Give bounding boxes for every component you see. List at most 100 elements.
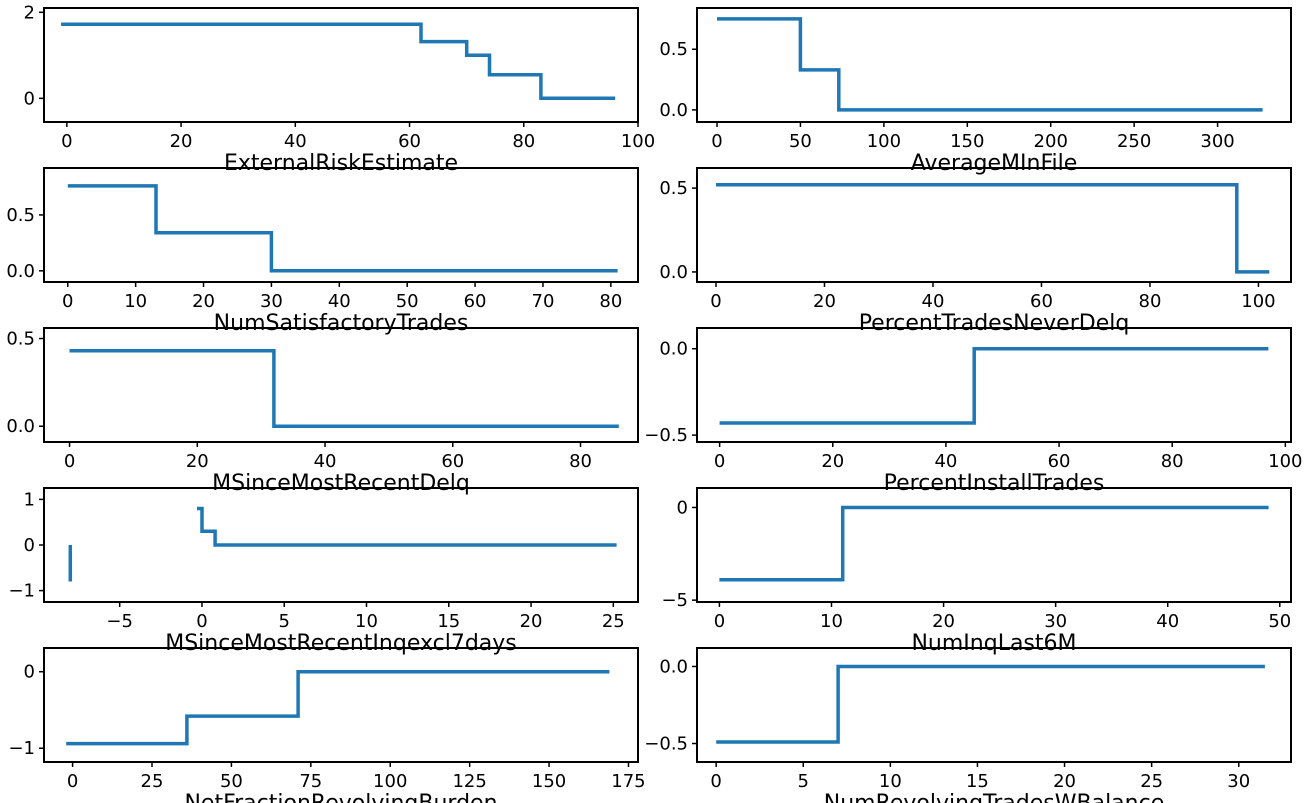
y-tick-label: 1 bbox=[24, 489, 35, 510]
series-line-1 bbox=[61, 22, 616, 101]
y-tick-label: −0.5 bbox=[644, 734, 688, 755]
y-tick-label: 0.0 bbox=[659, 100, 688, 121]
x-tick-label: 80 bbox=[1139, 291, 1162, 312]
x-tick-label: 60 bbox=[1048, 451, 1071, 472]
x-axis-label: MSinceMostRecentInqexcl7days bbox=[165, 631, 517, 656]
x-tick-label: 125 bbox=[452, 771, 486, 792]
x-tick-label: 70 bbox=[532, 291, 555, 312]
x-tick-label: 80 bbox=[512, 131, 535, 152]
x-tick-label: 20 bbox=[520, 611, 543, 632]
series-line-1 bbox=[717, 17, 1263, 112]
y-tick-label: 0 bbox=[24, 535, 35, 556]
x-tick-label: 25 bbox=[141, 771, 164, 792]
x-tick-label: −5 bbox=[106, 611, 133, 632]
x-tick-label: 5 bbox=[798, 771, 809, 792]
x-tick-label: 30 bbox=[260, 291, 283, 312]
y-tick-label: 0 bbox=[24, 662, 35, 683]
x-tick-label: 100 bbox=[373, 771, 407, 792]
x-axis-label: NumSatisfactoryTrades bbox=[214, 311, 469, 336]
x-tick-label: 0 bbox=[714, 611, 725, 632]
series-line-1 bbox=[716, 664, 1265, 744]
x-tick-label: 30 bbox=[1044, 611, 1067, 632]
x-tick-label: 10 bbox=[820, 611, 843, 632]
x-tick-label: 50 bbox=[789, 131, 812, 152]
y-tick-label: 0.0 bbox=[659, 656, 688, 677]
x-axis-label: NumRevolvingTradesWBalance bbox=[824, 791, 1164, 803]
x-tick-label: 75 bbox=[299, 771, 322, 792]
x-tick-label: 20 bbox=[186, 451, 209, 472]
x-axis-label: PercentInstallTrades bbox=[884, 471, 1105, 496]
x-tick-label: 20 bbox=[170, 131, 193, 152]
x-tick-label: 100 bbox=[1268, 451, 1302, 472]
x-tick-label: 250 bbox=[1117, 131, 1151, 152]
x-tick-label: 175 bbox=[611, 771, 645, 792]
axes-frame bbox=[696, 647, 1292, 763]
x-tick-label: 60 bbox=[464, 291, 487, 312]
x-tick-label: 20 bbox=[821, 451, 844, 472]
x-tick-label: 0 bbox=[196, 611, 207, 632]
x-axis-label: AverageMInFile bbox=[911, 151, 1078, 176]
subplot-MSinceMostRecentDelq: 0 20 40 60 80 0.0 0.5 MSinceMostRecentDelq bbox=[6, 327, 639, 496]
axes-frame bbox=[43, 167, 639, 283]
x-tick-label: 40 bbox=[922, 291, 945, 312]
x-tick-label: 15 bbox=[966, 771, 989, 792]
series-line-1 bbox=[719, 346, 1269, 425]
x-tick-label: 300 bbox=[1200, 131, 1234, 152]
x-tick-label: 40 bbox=[284, 131, 307, 152]
x-tick-label: 80 bbox=[599, 291, 622, 312]
x-tick-label: 40 bbox=[328, 291, 351, 312]
y-tick-label: −5 bbox=[661, 590, 688, 611]
y-tick-label: 0.0 bbox=[659, 339, 688, 360]
axes-frame bbox=[696, 167, 1292, 283]
x-tick-label: 15 bbox=[437, 611, 460, 632]
x-tick-label: 150 bbox=[532, 771, 566, 792]
x-tick-label: 25 bbox=[1140, 771, 1163, 792]
x-tick-label: 0 bbox=[710, 771, 721, 792]
axes-frame bbox=[43, 7, 639, 123]
x-tick-label: 0 bbox=[714, 451, 725, 472]
x-tick-label: 60 bbox=[1030, 291, 1053, 312]
subplot-PercentTradesNeverDelq: 0 20 40 60 80 100 0.0 0.5 PercentTradesNeverDelq bbox=[659, 167, 1292, 336]
x-tick-label: 0 bbox=[64, 451, 75, 472]
x-tick-label: 20 bbox=[813, 291, 836, 312]
x-tick-label: 60 bbox=[398, 131, 421, 152]
x-tick-label: 100 bbox=[1241, 291, 1275, 312]
x-tick-label: 100 bbox=[621, 131, 655, 152]
y-tick-label: 0.0 bbox=[659, 262, 688, 283]
x-tick-label: 10 bbox=[879, 771, 902, 792]
subplot-NetFractionRevolvingBurden: 0 25 50 75 100 125 150 175 −1 0 NetFractionRevolvi… bbox=[8, 647, 646, 803]
y-tick-label: 0 bbox=[677, 497, 688, 518]
y-tick-label: 0 bbox=[24, 88, 35, 109]
x-tick-label: 80 bbox=[1161, 451, 1184, 472]
x-tick-label: 80 bbox=[569, 451, 592, 472]
x-tick-label: 0 bbox=[710, 291, 721, 312]
x-tick-label: 150 bbox=[950, 131, 984, 152]
x-tick-label: 40 bbox=[1156, 611, 1179, 632]
x-tick-label: 20 bbox=[192, 291, 215, 312]
y-tick-label: 0.5 bbox=[659, 39, 688, 60]
x-axis-label: ExternalRiskEstimate bbox=[224, 151, 458, 176]
subplot-NumRevolvingTradesWBalance: 0 5 10 15 20 25 30 −0.5 0.0 NumRevolvingTradesWBa… bbox=[644, 647, 1292, 803]
y-tick-label: 2 bbox=[24, 2, 35, 23]
subplot-ExternalRiskEstimate: 0 20 40 60 80 100 0 2 ExternalRiskEstimate bbox=[24, 2, 656, 176]
x-tick-label: 10 bbox=[355, 611, 378, 632]
subplot-MSinceMostRecentInqexcl7days: −5 0 5 10 15 20 25 −1 0 1 MSinceMostRecentInqexcl7… bbox=[8, 487, 639, 656]
x-tick-label: 40 bbox=[314, 451, 337, 472]
series-line-1 bbox=[66, 669, 610, 746]
x-tick-label: 100 bbox=[867, 131, 901, 152]
x-tick-label: 50 bbox=[1268, 611, 1291, 632]
x-tick-label: 25 bbox=[602, 611, 625, 632]
y-tick-label: −1 bbox=[8, 581, 35, 602]
y-tick-label: −0.5 bbox=[644, 425, 688, 446]
subplot-NumInqLast6M: 0 10 20 30 40 50 −5 0 NumInqLast6M bbox=[661, 487, 1292, 656]
subplot-NumSatisfactoryTrades: 0 10 20 30 40 50 60 70 80 0.0 0.5 NumSatisfactoryTr… bbox=[6, 167, 639, 336]
series-line-1 bbox=[716, 183, 1270, 274]
axes-frame bbox=[696, 487, 1292, 603]
x-tick-label: 20 bbox=[1053, 771, 1076, 792]
x-axis-label: NetFractionRevolvingBurden bbox=[184, 791, 497, 803]
y-tick-label: −1 bbox=[8, 738, 35, 759]
y-tick-label: 0.0 bbox=[6, 261, 35, 282]
x-tick-label: 10 bbox=[124, 291, 147, 312]
axes-frame bbox=[43, 647, 639, 763]
